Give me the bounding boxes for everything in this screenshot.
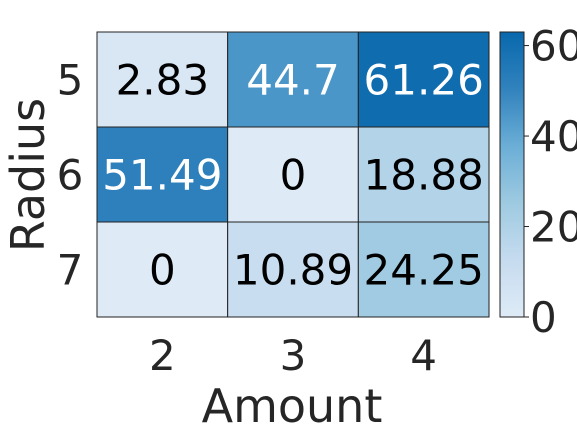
cell-value-label: 0 xyxy=(149,246,176,295)
cell-value-label: 10.89 xyxy=(233,246,353,295)
heatmap-cell xyxy=(227,31,359,128)
x-tick-label: 4 xyxy=(410,331,437,380)
y-tick-label: 6 xyxy=(57,151,84,200)
cell-value-label: 51.49 xyxy=(102,151,222,200)
y-tick-label: 7 xyxy=(57,246,84,295)
y-tick-label: 5 xyxy=(57,56,84,105)
plot-frame xyxy=(96,31,490,318)
cell-value-label: 44.7 xyxy=(246,56,340,105)
x-axis-label: Amount xyxy=(202,379,383,433)
colorbar-tick-label: 40 xyxy=(530,112,577,161)
heatmap-cell xyxy=(96,31,229,128)
heatmap-cell xyxy=(227,221,359,318)
heatmap-cell xyxy=(227,126,359,223)
colorbar xyxy=(499,31,525,318)
cell-value-label: 61.26 xyxy=(364,56,484,105)
heatmap-cell xyxy=(96,126,229,223)
y-axis-label: Radius xyxy=(1,98,55,252)
cell-value-label: 18.88 xyxy=(364,151,484,200)
colorbar-tick-label: 20 xyxy=(530,203,577,252)
heatmap-cell xyxy=(357,126,490,223)
cell-value-label: 0 xyxy=(280,151,307,200)
x-tick-label: 3 xyxy=(280,331,307,380)
cell-value-label: 24.25 xyxy=(364,246,484,295)
cell-value-label: 2.83 xyxy=(116,56,210,105)
colorbar-tick-label: 0 xyxy=(530,293,557,342)
colorbar-tick-label: 60 xyxy=(530,22,577,71)
x-tick-label: 2 xyxy=(149,331,176,380)
